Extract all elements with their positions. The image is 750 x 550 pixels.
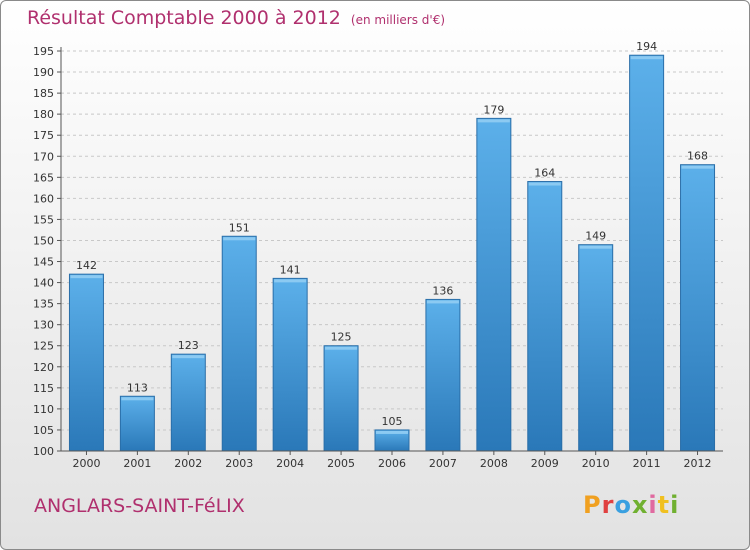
bar-value-label: 105 (382, 415, 403, 428)
x-tick-label: 2003 (225, 457, 253, 470)
logo-letter: i (670, 491, 680, 519)
bar-highlight (630, 56, 663, 60)
y-tick-label: 145 (33, 256, 54, 269)
x-tick-label: 2002 (174, 457, 202, 470)
bar[interactable] (680, 164, 716, 452)
bar-highlight (325, 346, 358, 350)
bar[interactable] (68, 273, 104, 452)
x-tick-label: 2012 (684, 457, 712, 470)
x-tick-label: 2000 (72, 457, 100, 470)
bar-value-label: 125 (331, 331, 352, 344)
bar[interactable] (323, 345, 359, 452)
y-tick-label: 165 (33, 171, 54, 184)
bar-value-label: 136 (432, 284, 453, 297)
logo-letter: r (601, 491, 615, 519)
bar-value-label: 151 (229, 221, 250, 234)
bar-highlight (579, 245, 612, 249)
y-tick-label: 160 (33, 192, 54, 205)
x-tick-label: 2001 (123, 457, 151, 470)
bar-highlight (528, 182, 561, 186)
logo-letter: x (631, 491, 649, 519)
bar-value-label: 123 (178, 339, 199, 352)
bar[interactable] (527, 181, 563, 452)
y-tick-label: 135 (33, 298, 54, 311)
y-tick-label: 100 (33, 445, 54, 458)
y-tick-label: 150 (33, 234, 54, 247)
y-tick-label: 180 (33, 108, 54, 121)
chart-subtitle: (en milliers d'€) (350, 13, 446, 27)
bar[interactable] (272, 277, 308, 452)
bar[interactable] (425, 298, 461, 452)
bar-value-label: 168 (687, 150, 708, 163)
x-tick-label: 2011 (633, 457, 661, 470)
y-tick-label: 185 (33, 87, 54, 100)
y-tick-label: 110 (33, 403, 54, 416)
proxiti-logo[interactable]: Proxiti (583, 491, 679, 519)
x-tick-label: 2009 (531, 457, 559, 470)
x-tick-label: 2008 (480, 457, 508, 470)
y-tick-label: 120 (33, 361, 54, 374)
x-tick-label: 2006 (378, 457, 406, 470)
x-tick-label: 2005 (327, 457, 355, 470)
bar-highlight (376, 430, 408, 434)
bar[interactable] (476, 117, 512, 452)
bar-value-label: 113 (127, 381, 148, 394)
bar-highlight (477, 119, 510, 123)
bar-highlight (70, 275, 103, 279)
y-tick-label: 190 (33, 66, 54, 79)
bar-value-label: 194 (636, 40, 657, 53)
logo-letter: o (614, 491, 632, 519)
bar-value-label: 179 (483, 103, 504, 116)
logo-letter: i (648, 491, 658, 519)
x-tick-label: 2010 (582, 457, 610, 470)
y-tick-label: 125 (33, 340, 54, 353)
bar[interactable] (578, 244, 614, 452)
bar[interactable] (629, 54, 665, 452)
bar-highlight (172, 355, 205, 359)
bar-value-label: 142 (76, 259, 97, 272)
bar-highlight (274, 279, 307, 283)
bar-value-label: 141 (280, 263, 301, 276)
y-tick-label: 175 (33, 129, 54, 142)
bar-highlight (681, 165, 714, 169)
y-tick-label: 140 (33, 277, 54, 290)
bar-highlight (223, 237, 256, 241)
y-tick-label: 115 (33, 382, 54, 395)
y-tick-label: 155 (33, 213, 54, 226)
y-tick-label: 170 (33, 150, 54, 163)
y-tick-label: 105 (33, 424, 54, 437)
bar[interactable] (221, 235, 257, 452)
city-name: ANGLARS-SAINT-FéLIX (34, 495, 245, 517)
bar[interactable] (119, 395, 155, 452)
y-tick-label: 195 (33, 45, 54, 58)
bar-highlight (121, 397, 154, 401)
bar-highlight (426, 300, 459, 304)
logo-letter: t (657, 491, 671, 519)
x-tick-label: 2007 (429, 457, 457, 470)
bar[interactable] (170, 353, 206, 452)
bar-value-label: 164 (534, 167, 555, 180)
x-tick-label: 2004 (276, 457, 304, 470)
y-tick-label: 130 (33, 319, 54, 332)
chart-title: Résultat Comptable 2000 à 2012 (en millie… (27, 7, 445, 29)
chart-title-main: Résultat Comptable 2000 à 2012 (27, 7, 341, 29)
logo-letter: P (583, 491, 602, 519)
bar-value-label: 149 (585, 230, 606, 243)
